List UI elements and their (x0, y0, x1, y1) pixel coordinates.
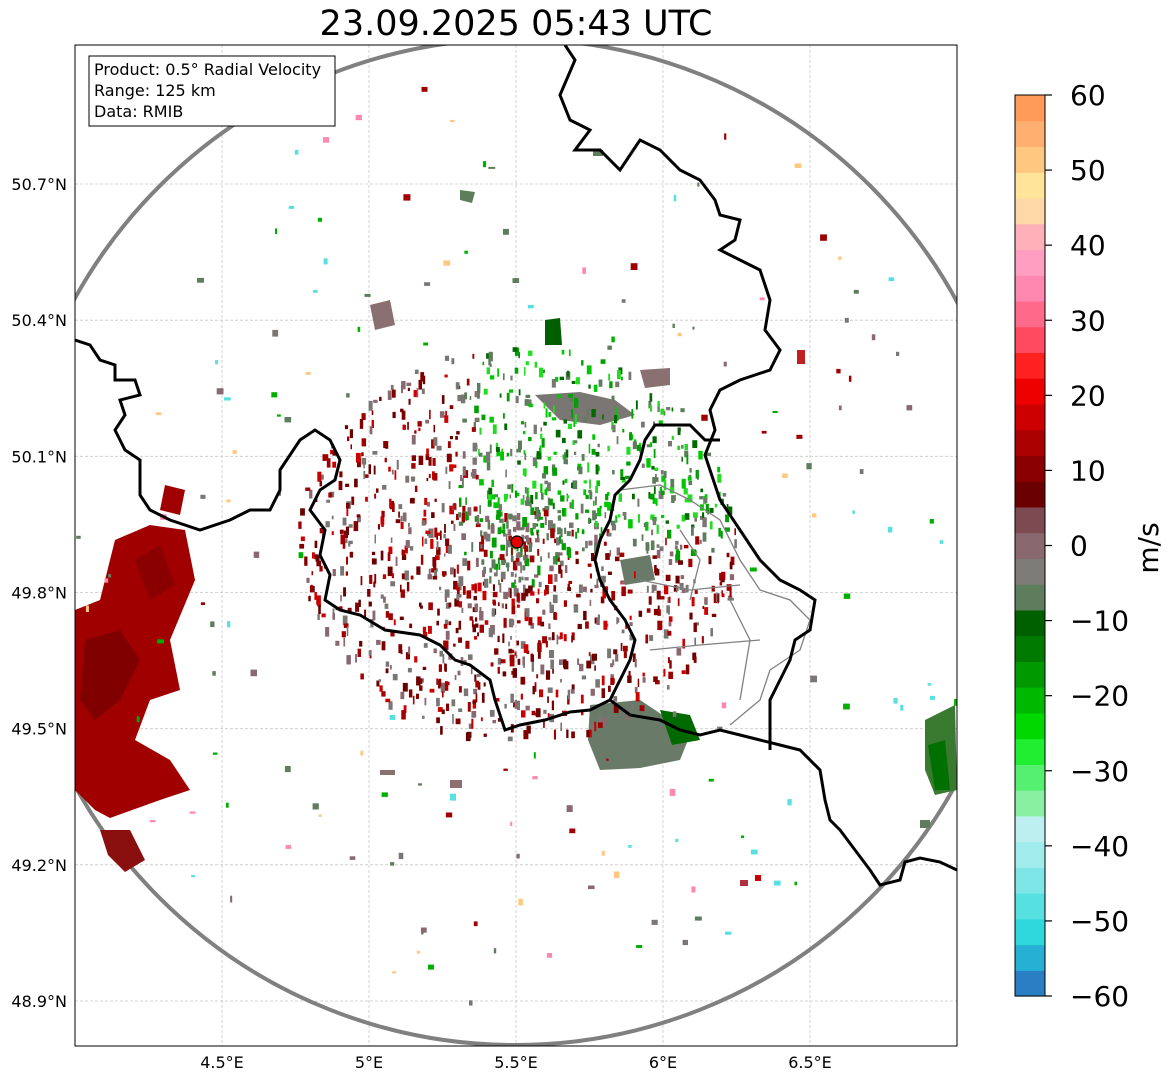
colorbar-segment (1015, 95, 1045, 122)
colorbar-segment (1015, 558, 1045, 585)
colorbar-segment (1015, 661, 1045, 688)
colorbar-tick-label: −60 (1070, 980, 1129, 1013)
colorbar-segment (1015, 275, 1045, 302)
colorbar-tick-label: 0 (1070, 530, 1088, 563)
colorbar-tick-label: 30 (1070, 304, 1106, 337)
radar-site-marker (510, 535, 524, 549)
colorbar-segment (1015, 481, 1045, 508)
borders (75, 45, 957, 887)
colorbar-segment (1015, 712, 1045, 740)
colorbar-segment (1015, 172, 1045, 199)
lon-tick-label: 6.5°E (788, 1053, 832, 1072)
colorbar-segment (1015, 738, 1045, 765)
lon-tick-label: 5°E (355, 1053, 383, 1072)
colorbar-segment (1015, 403, 1045, 431)
colorbar-segment (1015, 790, 1045, 817)
colorbar-tick-label: 10 (1070, 454, 1106, 487)
longitude-labels: 4.5°E 5°E 5.5°E 6°E 6.5°E (200, 1053, 832, 1072)
map-title: 23.09.2025 05:43 UTC (319, 4, 713, 44)
colorbar-segment (1015, 918, 1045, 946)
lat-tick-label: 48.9°N (11, 992, 67, 1011)
colorbar-segment (1015, 867, 1045, 894)
colorbar-segment (1015, 223, 1045, 251)
colorbar-segment (1015, 378, 1045, 405)
colorbar-segment (1015, 970, 1045, 997)
colorbar-segment (1015, 841, 1045, 868)
info-data: Data: RMIB (94, 102, 183, 121)
colorbar-tick-label: 40 (1070, 229, 1106, 262)
colorbar-segment (1015, 146, 1045, 173)
colorbar-segment (1015, 506, 1045, 534)
lat-tick-label: 50.4°N (11, 311, 67, 330)
info-product: Product: 0.5° Radial Velocity (94, 60, 321, 79)
colorbar-segment (1015, 609, 1045, 637)
colorbar (1014, 94, 1046, 997)
colorbar-tick-label: −40 (1070, 830, 1129, 863)
colorbar-tick-label: 20 (1070, 379, 1106, 412)
colorbar-segment (1015, 893, 1045, 920)
colorbar-segment (1015, 687, 1045, 714)
colorbar-ticks: 60 50 40 30 20 10 0 −10 −20 −30 −40 −50 −60 (1045, 79, 1129, 1013)
colorbar-tick-label: −50 (1070, 905, 1129, 938)
info-range: Range: 125 km (94, 81, 216, 100)
lon-tick-label: 4.5°E (200, 1053, 244, 1072)
colorbar-segment (1015, 352, 1045, 379)
colorbar-tick-label: 50 (1070, 154, 1106, 187)
colorbar-segment (1015, 944, 1045, 971)
lat-tick-label: 49.8°N (11, 584, 67, 603)
plot-frame (74, 44, 958, 1047)
colorbar-tick-label: −30 (1070, 755, 1129, 788)
colorbar-segment (1015, 249, 1045, 276)
lat-tick-label: 50.7°N (11, 175, 67, 194)
colorbar-tick-label: 60 (1070, 79, 1106, 112)
lon-tick-label: 5.5°E (494, 1053, 538, 1072)
colorbar-segment (1015, 532, 1045, 559)
latitude-labels: 50.7°N 50.4°N 50.1°N 49.8°N 49.5°N 49.2°N 48.9… (11, 175, 67, 1011)
colorbar-segment (1015, 635, 1045, 662)
colorbar-segment (1015, 764, 1045, 791)
colorbar-segment (1015, 300, 1045, 328)
velocity-echoes (75, 86, 957, 1006)
colorbar-tick-label: −20 (1070, 680, 1129, 713)
colorbar-segment (1015, 429, 1045, 456)
colorbar-label: m/s (1132, 522, 1165, 573)
lat-tick-label: 49.2°N (11, 856, 67, 875)
colorbar-segment (1015, 815, 1045, 843)
colorbar-tick-label: −10 (1070, 605, 1129, 638)
lat-tick-label: 50.1°N (11, 447, 67, 466)
range-ring (75, 45, 957, 1046)
colorbar-segment (1015, 455, 1045, 482)
colorbar-segment (1015, 326, 1045, 354)
lat-tick-label: 49.5°N (11, 720, 67, 739)
info-box: Product: 0.5° Radial Velocity Range: 125… (88, 55, 336, 127)
colorbar-segment (1015, 197, 1045, 225)
lon-tick-label: 6°E (649, 1053, 677, 1072)
colorbar-segment (1015, 584, 1045, 611)
colorbar-segment (1015, 120, 1045, 148)
